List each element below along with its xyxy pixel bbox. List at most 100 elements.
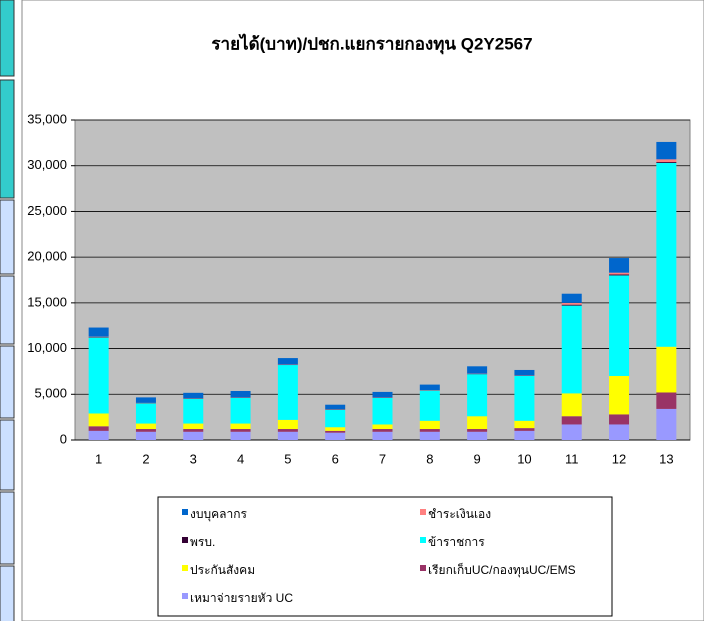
legend-label: เหมาจ่ายรายหัว UC (190, 591, 293, 605)
bar-segment (373, 432, 393, 440)
bar-segment (278, 358, 298, 364)
bar-segment (467, 416, 487, 429)
legend-label: งบบุคลากร (190, 507, 247, 522)
x-tick-label: 7 (379, 451, 386, 466)
legend-label: เรียกเก็บUC/กองทุนUC/EMS (428, 562, 576, 578)
bar-segment (325, 433, 345, 440)
bar-segment (183, 424, 203, 429)
bar-segment (609, 275, 629, 376)
bar-segment (136, 432, 156, 440)
bar-segment (562, 305, 582, 306)
bar-segment (373, 424, 393, 429)
legend-swatch (182, 537, 188, 543)
x-tick-label: 2 (142, 451, 149, 466)
x-tick-label: 8 (426, 451, 433, 466)
bar-segment (231, 424, 251, 429)
bar-segment (89, 426, 109, 431)
bar-segment (136, 397, 156, 402)
y-tick-label: 35,000 (27, 111, 67, 126)
bar-segment (231, 429, 251, 432)
bar-segment (562, 393, 582, 416)
bar-segment (89, 338, 109, 414)
bar-segment (136, 403, 156, 423)
bar-segment (325, 410, 345, 427)
legend-label: ข้าราชการ (428, 535, 485, 549)
bar-segment (562, 306, 582, 394)
bar-segment (656, 162, 676, 163)
bar-segment (562, 294, 582, 303)
x-tick-label: 6 (332, 451, 339, 466)
bar-segment (609, 376, 629, 414)
x-tick-label: 5 (284, 451, 291, 466)
bar-segment (656, 159, 676, 162)
bar-segment (89, 413, 109, 426)
bar-segment (420, 385, 440, 390)
legend-label: ประกันสังคม (190, 563, 255, 577)
bar-segment (325, 431, 345, 433)
legend-swatch (182, 565, 188, 571)
bar-segment (467, 374, 487, 416)
bar-segment (278, 429, 298, 432)
x-tick-label: 4 (237, 451, 244, 466)
bar-segment (231, 391, 251, 397)
bar-segment (278, 432, 298, 440)
bar-segment (514, 376, 534, 421)
bar-segment (467, 432, 487, 440)
bar-segment (278, 365, 298, 420)
legend-swatch (420, 537, 426, 543)
y-tick-label: 15,000 (27, 294, 67, 309)
bar-segment (420, 391, 440, 421)
bar-segment (656, 409, 676, 440)
bar-segment (609, 273, 629, 275)
bar-segment (514, 428, 534, 431)
bar-segment (183, 432, 203, 440)
bar-segment (609, 275, 629, 276)
bar-segment (373, 398, 393, 425)
y-tick-label: 25,000 (27, 203, 67, 218)
legend-swatch (420, 509, 426, 515)
y-tick-label: 10,000 (27, 340, 67, 355)
legend-label: ชำระเงินเอง (428, 507, 491, 521)
legend-label: พรบ. (190, 535, 215, 549)
bar-segment (467, 429, 487, 432)
legend-swatch (182, 593, 188, 599)
bar-segment (420, 432, 440, 440)
bar-segment (562, 416, 582, 424)
bar-segment (562, 303, 582, 305)
bar-segment (183, 399, 203, 424)
y-tick-label: 30,000 (27, 157, 67, 172)
bar-segment (609, 414, 629, 424)
bar-segment (231, 398, 251, 424)
legend-swatch (182, 509, 188, 515)
x-tick-label: 1 (95, 451, 102, 466)
chart-title: รายได้(บาท)/ปชก.แยกรายกองทุน Q2Y2567 (211, 33, 532, 54)
bar-segment (420, 421, 440, 429)
legend-swatch (420, 565, 426, 571)
y-tick-label: 0 (60, 431, 67, 446)
bar-segment (514, 370, 534, 375)
bar-segment (231, 432, 251, 440)
y-tick-label: 20,000 (27, 249, 67, 264)
bar-segment (656, 163, 676, 347)
bar-segment (136, 429, 156, 432)
bar-segment (562, 424, 582, 440)
sheet-cells (0, 0, 14, 621)
bar-segment (89, 431, 109, 440)
bar-segment (420, 429, 440, 432)
x-tick-label: 12 (612, 451, 626, 466)
bar-segment (373, 429, 393, 432)
x-tick-label: 13 (659, 451, 673, 466)
x-tick-label: 10 (517, 451, 531, 466)
bar-segment (656, 347, 676, 393)
bar-segment (467, 366, 487, 373)
bar-segment (609, 258, 629, 273)
bar-segment (183, 393, 203, 398)
y-tick-label: 5,000 (34, 386, 67, 401)
x-tick-label: 9 (473, 451, 480, 466)
x-tick-label: 11 (565, 451, 579, 466)
bar-segment (89, 328, 109, 337)
bar-segment (183, 429, 203, 432)
bar-segment (325, 427, 345, 431)
bar-segment (514, 431, 534, 440)
x-tick-label: 3 (190, 451, 197, 466)
